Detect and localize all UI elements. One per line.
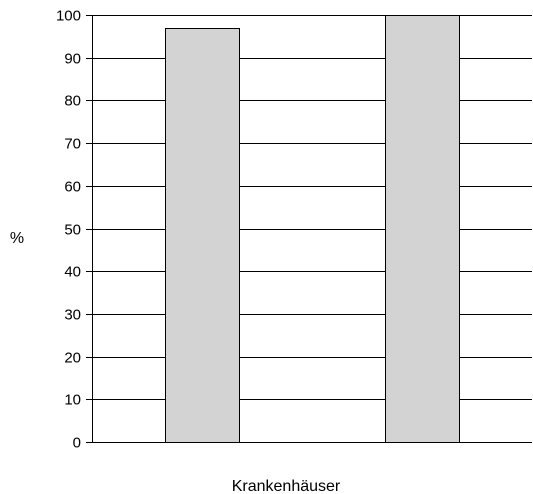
x-axis-label: Krankenhäuser bbox=[232, 478, 341, 494]
y-tick-label: 70 bbox=[64, 136, 81, 153]
y-tick-label: 60 bbox=[64, 179, 81, 196]
y-tick-labels: 0 10 20 30 40 50 60 70 80 90 100 bbox=[56, 8, 81, 452]
gridlines bbox=[86, 15, 532, 443]
y-tick-label: 50 bbox=[64, 222, 81, 239]
y-tick-label: 30 bbox=[64, 307, 81, 324]
y-tick-label: 100 bbox=[56, 8, 81, 25]
bar bbox=[385, 15, 460, 443]
y-tick-label: 80 bbox=[64, 93, 81, 110]
y-tick-label: 0 bbox=[73, 435, 81, 452]
y-tick-label: 10 bbox=[64, 392, 81, 409]
y-tick-label: 90 bbox=[64, 51, 81, 68]
y-axis-label: % bbox=[10, 230, 24, 247]
bars bbox=[165, 15, 460, 443]
bar bbox=[165, 28, 240, 443]
axes bbox=[86, 15, 532, 443]
y-tick-label: 40 bbox=[64, 264, 81, 281]
y-tick-label: 20 bbox=[64, 350, 81, 367]
